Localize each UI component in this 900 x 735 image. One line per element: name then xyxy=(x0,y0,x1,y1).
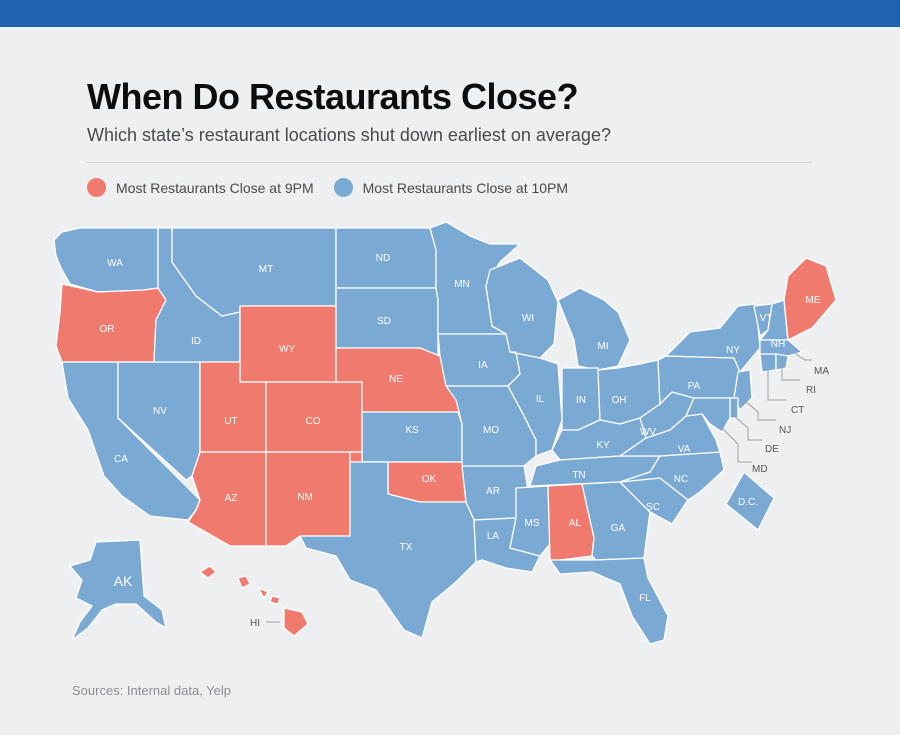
source-note: Sources: Internal data, Yelp xyxy=(72,683,232,698)
label-fl: FL xyxy=(639,593,651,604)
state-ME[interactable] xyxy=(783,257,837,341)
state-MA[interactable] xyxy=(759,339,803,357)
label-md: MD xyxy=(752,464,768,475)
state-HI-5[interactable] xyxy=(283,607,309,637)
state-HI-4[interactable] xyxy=(269,595,281,605)
legend-item-9pm: Most Restaurants Close at 9PM xyxy=(87,178,314,197)
label-ak: AK xyxy=(114,573,133,589)
state-HI-1[interactable] xyxy=(199,565,217,579)
label-oh: OH xyxy=(612,395,627,406)
label-ia: IA xyxy=(478,360,488,371)
state-DC[interactable] xyxy=(725,471,775,531)
label-pa: PA xyxy=(688,381,701,392)
label-wi: WI xyxy=(522,313,534,324)
legend-label-10pm: Most Restaurants Close at 10PM xyxy=(362,179,569,196)
label-mi: MI xyxy=(597,341,608,352)
leader-de xyxy=(733,415,762,441)
state-FL[interactable] xyxy=(549,557,669,645)
label-ks: KS xyxy=(405,425,419,436)
leader-ct xyxy=(767,368,786,401)
label-az: AZ xyxy=(225,493,238,504)
label-ri: RI xyxy=(806,385,816,396)
state-NC[interactable] xyxy=(619,451,725,501)
state-TX[interactable] xyxy=(299,461,477,639)
label-wv: WV xyxy=(640,427,656,438)
label-ga: GA xyxy=(611,523,626,534)
label-nc: NC xyxy=(674,474,688,485)
label-dc: D.C. xyxy=(738,497,758,508)
state-HI-3[interactable] xyxy=(257,587,269,599)
label-wy: WY xyxy=(279,344,295,355)
state-MD[interactable] xyxy=(685,397,731,433)
divider xyxy=(87,162,812,163)
state-DE[interactable] xyxy=(729,397,739,419)
label-mn: MN xyxy=(454,279,470,290)
label-in: IN xyxy=(576,395,586,406)
leader-md xyxy=(721,427,752,463)
label-ny: NY xyxy=(726,345,740,356)
legend-label-9pm: Most Restaurants Close at 9PM xyxy=(116,179,314,196)
label-id: ID xyxy=(191,336,201,347)
state-KS[interactable] xyxy=(361,411,463,463)
label-ok: OK xyxy=(422,474,437,485)
label-ma: MA xyxy=(814,366,829,377)
label-vt: VT xyxy=(760,313,773,324)
label-mt: MT xyxy=(259,264,273,275)
page-subtitle: Which state’s restaurant locations shut … xyxy=(87,125,611,145)
label-ne: NE xyxy=(389,374,403,385)
legend: Most Restaurants Close at 9PM Most Resta… xyxy=(87,178,588,197)
label-ky: KY xyxy=(596,440,610,451)
label-hi: HI xyxy=(250,618,260,629)
label-il: IL xyxy=(536,394,545,405)
state-MI[interactable] xyxy=(557,287,631,371)
state-OR[interactable] xyxy=(55,283,167,363)
label-ms: MS xyxy=(525,518,540,529)
state-WA[interactable] xyxy=(53,227,159,293)
label-nv: NV xyxy=(153,406,167,417)
leader-ma xyxy=(789,349,812,361)
legend-dot-9pm xyxy=(87,178,106,197)
label-me: ME xyxy=(806,295,821,306)
label-nh: NH xyxy=(771,339,785,350)
label-wa: WA xyxy=(107,258,123,269)
label-or: OR xyxy=(100,324,115,335)
leader-ri xyxy=(781,362,800,381)
state-HI-2[interactable] xyxy=(237,575,251,589)
label-ar: AR xyxy=(486,486,500,497)
label-mo: MO xyxy=(483,425,499,436)
label-tn: TN xyxy=(572,470,585,481)
legend-item-10pm: Most Restaurants Close at 10PM xyxy=(333,178,569,197)
label-de: DE xyxy=(765,444,779,455)
label-sc: SC xyxy=(646,502,660,513)
top-bar xyxy=(0,0,900,27)
label-nd: ND xyxy=(376,253,390,264)
label-ut: UT xyxy=(224,416,237,427)
label-nj: NJ xyxy=(779,425,791,436)
label-ct: CT xyxy=(791,405,804,416)
legend-dot-10pm xyxy=(333,178,353,197)
label-co: CO xyxy=(306,416,321,427)
state-IL[interactable] xyxy=(507,351,563,457)
page-title: When Do Restaurants Close? xyxy=(87,76,579,117)
label-nm: NM xyxy=(297,492,313,503)
label-ca: CA xyxy=(114,454,128,465)
state-AK[interactable] xyxy=(69,539,167,641)
label-la: LA xyxy=(487,531,500,542)
label-al: AL xyxy=(569,518,582,529)
leader-nj xyxy=(743,399,776,421)
label-tx: TX xyxy=(400,542,413,553)
label-va: VA xyxy=(678,444,691,455)
label-sd: SD xyxy=(377,316,391,327)
